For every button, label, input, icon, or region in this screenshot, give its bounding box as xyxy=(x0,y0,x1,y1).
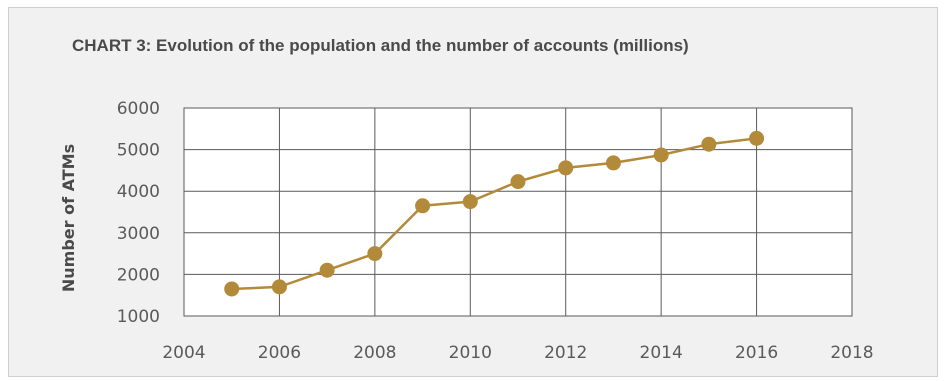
data-point xyxy=(415,198,431,214)
y-tick-label: 4000 xyxy=(117,182,160,202)
x-tick-label: 2014 xyxy=(640,343,683,363)
axis-ticks: 2004 2006 2008 2010 2012 2014 2016 2018 1000 2000… xyxy=(117,99,874,363)
data-point xyxy=(271,279,287,295)
x-tick-label: 2010 xyxy=(449,343,492,363)
data-point xyxy=(510,174,526,190)
y-tick-label: 2000 xyxy=(117,265,160,285)
data-point xyxy=(701,136,717,152)
x-tick-label: 2018 xyxy=(830,343,873,363)
x-tick-label: 2006 xyxy=(258,343,301,363)
x-tick-label: 2004 xyxy=(162,343,205,363)
x-tick-label: 2016 xyxy=(735,343,778,363)
data-point xyxy=(653,147,669,163)
y-axis-label: Number of ATMs xyxy=(59,144,78,292)
series-line xyxy=(224,130,765,297)
data-point xyxy=(462,194,478,210)
data-point xyxy=(558,160,574,176)
data-point xyxy=(367,246,383,262)
data-point xyxy=(749,130,765,146)
series-polyline xyxy=(231,137,757,291)
data-point xyxy=(224,281,240,297)
x-tick-label: 2012 xyxy=(544,343,587,363)
data-point xyxy=(319,262,335,278)
y-tick-label: 3000 xyxy=(117,224,160,244)
y-tick-label: 5000 xyxy=(117,141,160,161)
chart-title: CHART 3: Evolution of the population and… xyxy=(72,36,689,55)
x-tick-label: 2008 xyxy=(353,343,396,363)
grid-lines xyxy=(183,107,853,317)
data-point xyxy=(605,155,621,171)
y-tick-label: 6000 xyxy=(117,99,160,119)
y-tick-label: 1000 xyxy=(117,307,160,327)
